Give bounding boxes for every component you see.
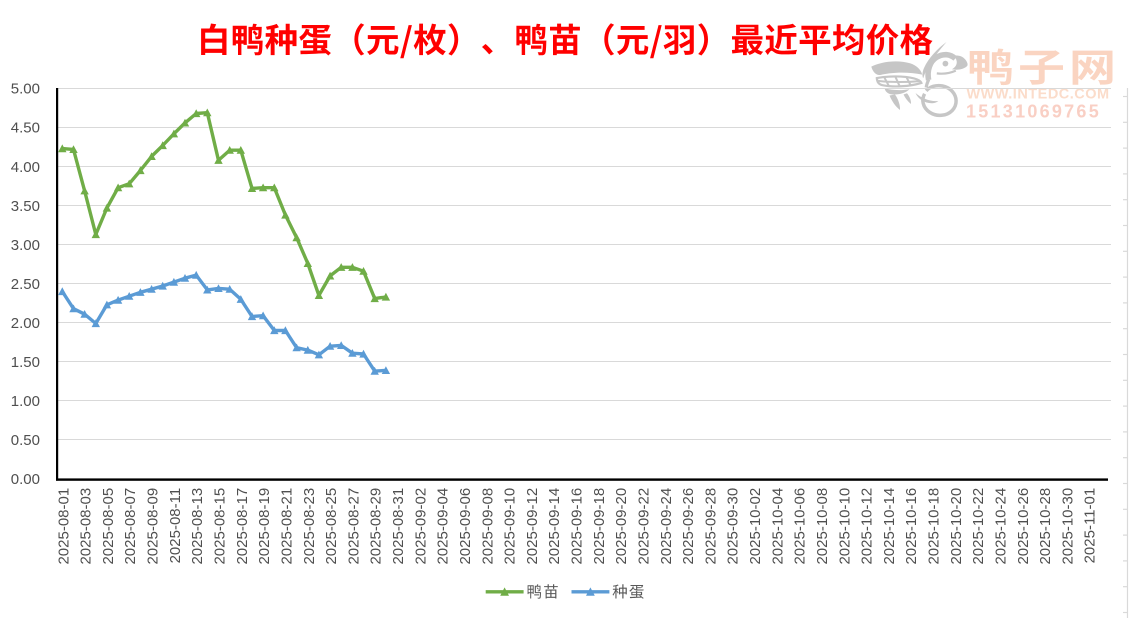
svg-text:2.50: 2.50 (11, 276, 40, 293)
svg-text:2025-09-02: 2025-09-02 (412, 488, 429, 565)
svg-text:5.00: 5.00 (11, 81, 40, 98)
svg-text:2025-09-20: 2025-09-20 (613, 488, 630, 565)
svg-text:2025-08-19: 2025-08-19 (256, 488, 273, 565)
svg-text:2025-08-27: 2025-08-27 (345, 488, 362, 565)
svg-text:2025-08-01: 2025-08-01 (55, 488, 72, 565)
svg-text:2025-09-16: 2025-09-16 (569, 488, 586, 565)
svg-text:2025-08-11: 2025-08-11 (167, 488, 184, 564)
svg-text:2025-10-20: 2025-10-20 (948, 488, 965, 565)
svg-text:2025-09-04: 2025-09-04 (435, 488, 452, 565)
svg-text:1.50: 1.50 (11, 354, 40, 371)
svg-text:2025-10-30: 2025-10-30 (1059, 488, 1076, 565)
svg-text:0.00: 0.00 (11, 471, 40, 488)
svg-text:2025-09-12: 2025-09-12 (524, 488, 541, 565)
svg-text:2025-09-26: 2025-09-26 (680, 488, 697, 565)
svg-text:15131069765: 15131069765 (966, 102, 1101, 122)
svg-text:2025-08-07: 2025-08-07 (122, 488, 139, 565)
svg-text:2025-08-05: 2025-08-05 (100, 488, 117, 565)
svg-text:2025-08-25: 2025-08-25 (323, 488, 340, 565)
svg-text:2025-08-17: 2025-08-17 (234, 488, 251, 565)
svg-text:3.00: 3.00 (11, 237, 40, 254)
svg-text:2025-10-10: 2025-10-10 (836, 488, 853, 565)
svg-text:2025-10-06: 2025-10-06 (792, 488, 809, 565)
svg-text:2.00: 2.00 (11, 315, 40, 332)
svg-text:2025-08-13: 2025-08-13 (189, 488, 206, 565)
svg-text:WWW.INTEDC.COM: WWW.INTEDC.COM (967, 87, 1110, 103)
svg-text:2025-10-22: 2025-10-22 (970, 488, 987, 565)
svg-text:2025-10-16: 2025-10-16 (903, 488, 920, 565)
svg-text:2025-08-09: 2025-08-09 (145, 488, 162, 565)
svg-text:2025-10-18: 2025-10-18 (926, 488, 943, 565)
svg-text:2025-09-28: 2025-09-28 (702, 488, 719, 565)
svg-text:2025-09-08: 2025-09-08 (479, 488, 496, 565)
svg-text:2025-10-02: 2025-10-02 (747, 488, 764, 565)
svg-text:2025-10-08: 2025-10-08 (814, 488, 831, 565)
svg-text:2025-10-28: 2025-10-28 (1037, 488, 1054, 565)
svg-text:3.50: 3.50 (11, 198, 40, 215)
svg-text:1.00: 1.00 (11, 393, 40, 410)
svg-text:2025-09-22: 2025-09-22 (636, 488, 653, 565)
svg-text:2025-09-18: 2025-09-18 (591, 488, 608, 565)
svg-text:2025-09-14: 2025-09-14 (546, 488, 563, 565)
svg-text:2025-11-01: 2025-11-01 (1082, 488, 1099, 564)
svg-text:2025-08-15: 2025-08-15 (212, 488, 229, 565)
svg-text:2025-08-21: 2025-08-21 (278, 488, 295, 565)
svg-text:2025-10-04: 2025-10-04 (769, 488, 786, 565)
svg-text:4.50: 4.50 (11, 120, 40, 137)
svg-text:2025-10-24: 2025-10-24 (993, 488, 1010, 565)
svg-text:2025-08-29: 2025-08-29 (368, 488, 385, 565)
svg-text:2025-09-24: 2025-09-24 (658, 488, 675, 565)
svg-text:2025-09-06: 2025-09-06 (457, 488, 474, 565)
svg-text:2025-08-31: 2025-08-31 (390, 488, 407, 565)
svg-text:2025-08-23: 2025-08-23 (301, 488, 318, 565)
svg-text:2025-10-26: 2025-10-26 (1015, 488, 1032, 565)
svg-text:0.50: 0.50 (11, 432, 40, 449)
svg-text:2025-09-10: 2025-09-10 (502, 488, 519, 565)
svg-text:2025-10-12: 2025-10-12 (859, 488, 876, 565)
svg-text:4.00: 4.00 (11, 159, 40, 176)
svg-text:2025-10-14: 2025-10-14 (881, 488, 898, 565)
svg-text:2025-09-30: 2025-09-30 (725, 488, 742, 565)
svg-text:2025-08-03: 2025-08-03 (78, 488, 95, 565)
